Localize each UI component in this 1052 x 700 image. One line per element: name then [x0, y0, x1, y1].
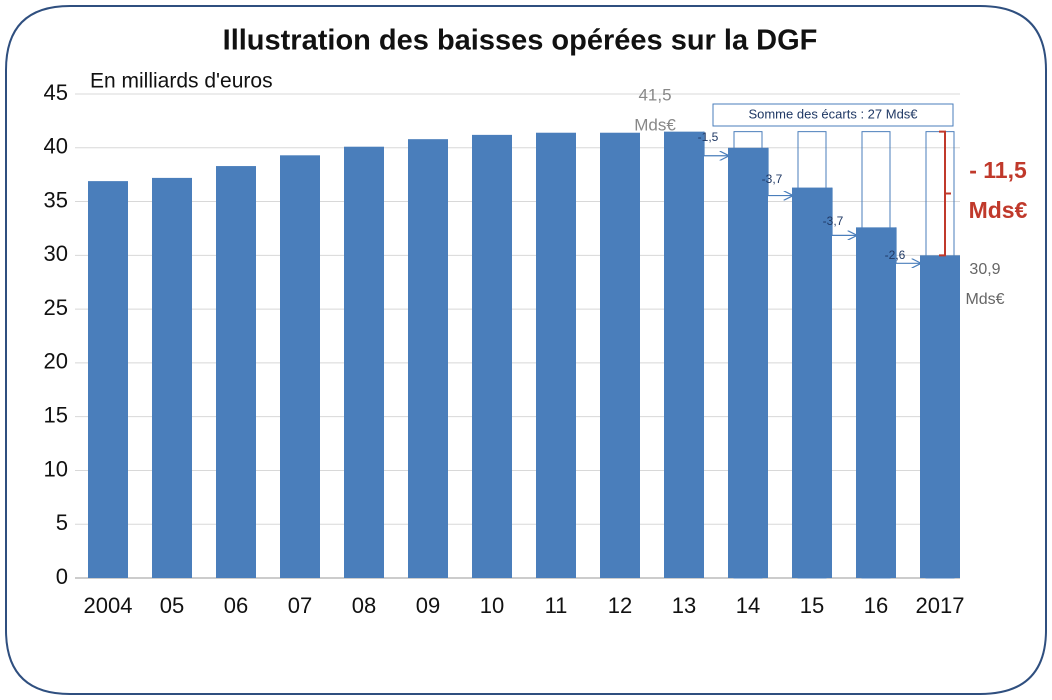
bar [856, 227, 896, 578]
y-tick-label: 45 [44, 80, 68, 105]
x-tick-label: 16 [864, 593, 888, 618]
annotation: -3,7 [762, 172, 783, 186]
bar [280, 155, 320, 578]
y-tick-label: 40 [44, 134, 68, 159]
annotation: Somme des écarts : 27 Mds€ [748, 106, 918, 121]
chart-title: Illustration des baisses opérées sur la … [223, 25, 818, 57]
x-tick-label: 2017 [916, 593, 965, 618]
y-tick-label: 15 [44, 402, 68, 427]
bar [792, 187, 832, 578]
bar [216, 166, 256, 578]
annotation: -3,7 [823, 214, 844, 228]
step-arrow [831, 187, 856, 236]
subtitle: En milliards d'euros [90, 70, 273, 93]
x-tick-label: 08 [352, 593, 376, 618]
annotation: 30,9 [969, 261, 1000, 278]
annotation: Mds€ [965, 291, 1004, 308]
bar [344, 146, 384, 579]
frame [5, 5, 1047, 695]
annotation: -2,6 [885, 248, 906, 262]
step-arrow [703, 131, 728, 156]
step-arrow [767, 147, 792, 196]
bar [728, 147, 768, 578]
x-tick-label: 13 [672, 593, 696, 618]
x-tick-label: 05 [160, 593, 184, 618]
annotation: -1,5 [698, 130, 719, 144]
bar [472, 134, 512, 579]
bar [152, 177, 192, 579]
y-tick-label: 30 [44, 241, 68, 266]
step-arrow [895, 227, 920, 263]
x-tick-label: 15 [800, 593, 824, 618]
x-tick-label: 11 [545, 593, 568, 618]
y-tick-label: 25 [44, 295, 68, 320]
annotation: 41,5 [638, 85, 671, 104]
y-tick-label: 5 [56, 510, 68, 535]
bar [600, 132, 640, 578]
x-tick-label: 09 [416, 593, 440, 618]
x-tick-label: 07 [288, 593, 312, 618]
x-tick-label: 10 [480, 593, 504, 618]
bar [88, 181, 128, 578]
difference-bracket [939, 130, 951, 257]
y-tick-label: 20 [44, 349, 68, 374]
annotation: Mds€ [969, 197, 1028, 223]
y-tick-label: 0 [56, 564, 68, 589]
annotation: Mds€ [634, 115, 676, 134]
annotation-box [712, 103, 954, 127]
x-tick-label: 12 [608, 593, 632, 618]
bar [664, 131, 704, 578]
annotation: - 11,5 [969, 157, 1027, 183]
x-tick-label: 2004 [84, 593, 133, 618]
bar [920, 255, 960, 579]
x-tick-label: 14 [736, 593, 760, 618]
bar [408, 139, 448, 578]
y-tick-label: 35 [44, 187, 68, 212]
x-tick-label: 06 [224, 593, 248, 618]
bar [536, 132, 576, 578]
y-tick-label: 10 [44, 456, 68, 481]
